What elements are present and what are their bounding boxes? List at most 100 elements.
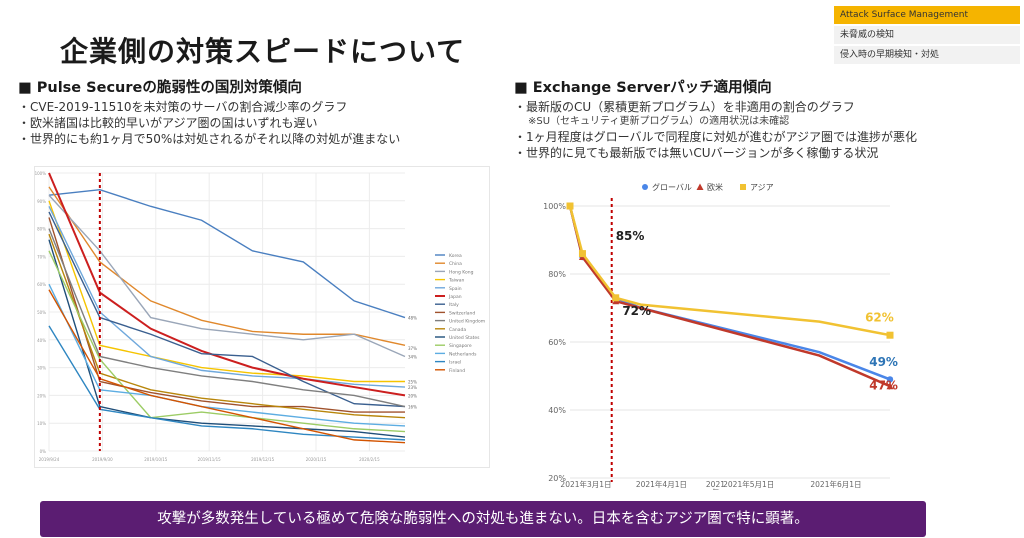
x-tick-label: 2019/9/24 [39,457,60,462]
series-line-spain [48,206,406,388]
series-line-israel [48,325,406,441]
pulse-bullet-3: ・世界的にも約1ヶ月で50%は対処されるがそれ以降の対処が進まない [18,132,401,146]
data-label: 62% [865,311,894,325]
x-tick-label: 2019/10/15 [144,457,168,462]
series-line-finland [48,289,406,444]
exchange-bullet-1: ・最新版のCU（累積更新プログラム）を非適用の割合のグラフ [514,100,855,114]
y-tick-label: 80% [37,227,46,232]
data-point [886,376,894,383]
series-line-hong-kong [48,194,406,358]
legend-label: 欧米 [707,182,723,192]
data-point [612,294,620,302]
data-label: 47% [869,379,898,393]
legend-label: Israel [449,360,461,366]
y-tick-label: 40% [548,406,566,415]
legend-label: Spain [449,286,462,292]
pulse-bullet-2: ・欧米諸国は比較的早いがアジア圏の国はいずれも遅い [18,116,318,130]
y-tick-label: 100% [35,171,46,176]
y-tick-label: 30% [37,366,46,371]
y-tick-label: 70% [37,254,46,259]
series-line-korea [48,188,406,319]
data-label: 49% [869,355,898,369]
legend-label: Taiwan [448,278,464,284]
y-tick-label: 80% [548,270,566,279]
series-line-アジア [568,205,891,337]
x-tick-label: 2019/9/30 [92,457,113,462]
exchange-section: ■ Exchange Serverパッチ適用傾向 ・最新版のCU（累積更新プログ… [514,76,1019,161]
series-line-united-kingdom [48,228,406,408]
legend-label: Finland [449,368,465,374]
series-line-switzerland [48,217,405,413]
legend-label: United Kingdom [449,319,485,325]
legend-marker [696,183,704,190]
exchange-bullet-2: ・1ヶ月程度はグローバルで同程度に対処が進むがアジア圏では進捗が悪化 [514,130,918,144]
y-tick-label: 20% [548,474,566,483]
x-tick-label: 2019/12/15 [251,457,275,462]
nav-item-attack-surface[interactable]: Attack Surface Management [834,6,1020,24]
pulse-secure-section: ■ Pulse Secureの脆弱性の国別対策傾向 ・CVE-2019-1151… [18,76,508,147]
data-point [578,250,586,258]
legend-marker [642,184,648,190]
series-line-china [48,186,406,347]
series-line-netherlands [48,283,406,427]
pulse-secure-heading: ■ Pulse Secureの脆弱性の国別対策傾向 [18,80,302,96]
pulse-bullet-1: ・CVE-2019-11510を未対策のサーバの割合減少率のグラフ [18,100,348,114]
exchange-chart: グローバル 欧米 アジア 20% 40% 60% 80% 100% 2021年3月1日 2021年… [530,168,930,497]
y-tick-label: 0% [40,449,47,454]
x-extra-label: 年 [712,487,720,490]
legend-label: United States [449,335,480,341]
data-label: 85% [616,229,645,243]
y-tick-label: 100% [543,202,566,211]
x-tick-label: 2021 [706,480,725,489]
x-tick-label: 2020/2/15 [359,457,380,462]
series-line-singapore [48,250,406,433]
y-tick-label: 10% [37,421,46,426]
y-tick-label: 60% [37,282,46,287]
x-tick-label: 2019/11/15 [198,457,222,462]
legend-label: Japan [448,294,462,300]
nav-item-intrusion-response[interactable]: 侵入時の早期検知・対処 [834,46,1020,64]
legend-label: Singapore [449,343,472,349]
legend-marker [740,184,746,190]
pulse-secure-chart-svg: 0% 10% 20% 30% 40% 50% 60% 70% 80% 90% 100% 2019/9/… [35,171,486,462]
data-point [886,382,894,390]
legend-label: Hong Kong [449,269,474,275]
page-title: 企業側の対策スピードについて [60,35,466,68]
exchange-heading: ■ Exchange Serverパッチ適用傾向 [514,80,772,96]
x-tick-label: 2021年5月1日 [723,479,774,489]
end-value-label: 48% [408,316,417,321]
legend-label: China [449,261,462,267]
data-point [886,331,894,339]
data-label: 72% [622,304,651,318]
y-tick-label: 20% [37,393,46,398]
series-line-italy [48,211,406,408]
legend-label: アジア [750,183,774,192]
end-value-label: 20% [408,393,417,398]
series-line-canada [48,233,406,419]
legend-label: Korea [449,253,462,259]
end-value-label: 25% [408,380,417,385]
section-nav: Attack Surface Management 未脅威の検知 侵入時の早期検… [834,6,1020,66]
exchange-note: ※SU（セキュリティ更新プログラム）の適用状況は未確認 [528,116,790,127]
y-tick-label: 90% [37,199,46,204]
end-value-label: 23% [408,385,417,390]
legend-label: グローバル [652,182,692,192]
legend-label: Switzerland [449,310,475,316]
x-tick-label: 2021年4月1日 [636,479,687,489]
series-line-taiwan [48,200,405,383]
legend-label: Canada [449,327,466,333]
end-value-label: 34% [408,354,417,359]
y-tick-label: 40% [37,338,46,343]
y-tick-label: 60% [548,338,566,347]
x-tick-label: 2021年6月1日 [810,479,861,489]
y-tick-label: 50% [37,310,46,315]
exchange-chart-svg: グローバル 欧米 アジア 20% 40% 60% 80% 100% 2021年3月1日 2021年… [543,182,898,497]
data-point [566,202,574,210]
conclusion-banner: 攻撃が多数発生している極めて危険な脆弱性への対処も進まない。日本を含むアジア圏で… [40,501,926,537]
series-line-japan [48,172,406,397]
pulse-secure-chart: 0% 10% 20% 30% 40% 50% 60% 70% 80% 90% 100% 2019/9/… [34,166,490,468]
x-tick-label: 2021年3月1日 [560,479,611,489]
legend-label: Netherlands [449,351,477,357]
nav-item-threat-detection[interactable]: 未脅威の検知 [834,26,1020,44]
